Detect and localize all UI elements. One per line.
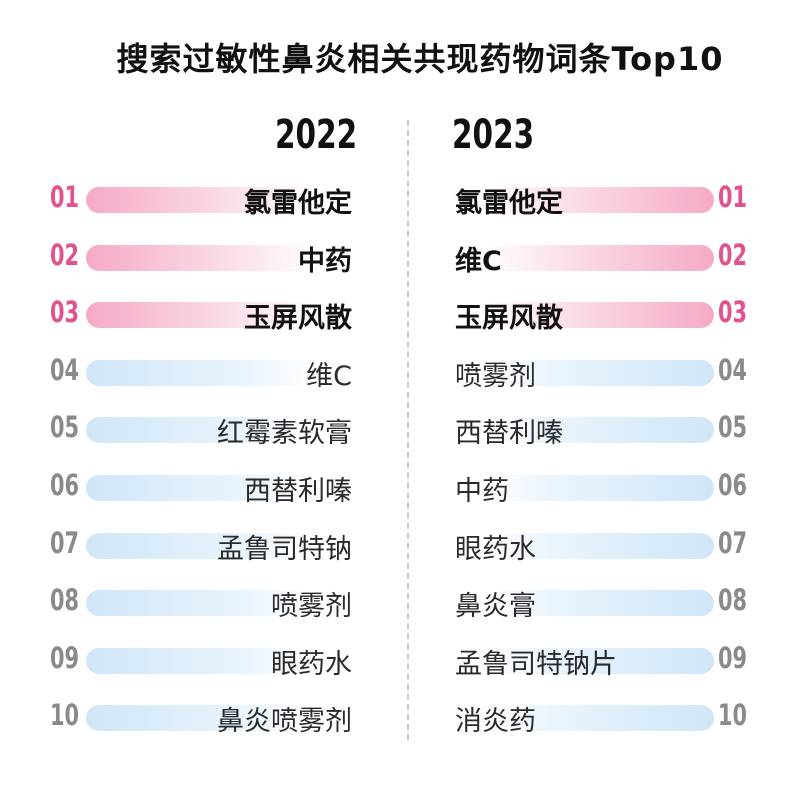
rank-bar: [484, 302, 714, 329]
ranking-list-2022: 01 氯雷他定 02 中药 03 玉屏风散 04 维C 05 红霉素软膏 06 …: [40, 170, 400, 746]
year-2022-heading: 2022: [275, 112, 358, 158]
rank-number: 07: [718, 525, 748, 560]
drug-name: 氯雷他定: [455, 188, 563, 219]
list-item: 鼻炎膏 08: [430, 573, 790, 631]
drug-name: 中药: [298, 245, 352, 277]
rank-bar: [484, 705, 714, 732]
drug-name: 眼药水: [271, 648, 352, 680]
list-item: 眼药水 07: [430, 516, 790, 574]
rank-bar: [86, 474, 316, 501]
rank-number: 06: [50, 467, 80, 502]
rank-bar: [484, 187, 714, 213]
list-item: 消炎药 10: [430, 688, 790, 746]
rank-bar: [86, 244, 316, 271]
list-item: 孟鲁司特钠片 09: [430, 631, 790, 689]
drug-name: 孟鲁司特钠: [217, 533, 352, 565]
rank-number: 01: [718, 180, 748, 214]
rank-bar: [86, 532, 316, 559]
rank-number: 05: [718, 410, 748, 445]
list-item: 10 鼻炎喷雾剂: [40, 688, 400, 746]
drug-name: 玉屏风散: [455, 303, 563, 335]
drug-name: 玉屏风散: [244, 303, 352, 335]
rank-bar: [484, 647, 714, 674]
rank-number: 08: [718, 583, 748, 618]
drug-name: 消炎药: [455, 706, 536, 738]
page-title: 搜索过敏性鼻炎相关共现药物词条Top10: [116, 40, 724, 78]
rank-bar: [86, 705, 316, 732]
rank-bar: [484, 244, 714, 271]
rank-bar: [86, 359, 316, 386]
drug-name: 眼药水: [455, 533, 536, 565]
rank-bar: [484, 359, 714, 386]
list-item: 01 氯雷他定: [40, 170, 400, 228]
rank-bar: [86, 647, 316, 674]
list-item: 氯雷他定 01: [430, 170, 790, 228]
rank-bar: [86, 590, 316, 617]
list-item: 02 中药: [40, 228, 400, 286]
rank-number: 08: [50, 583, 80, 618]
rank-bar: [86, 187, 316, 213]
drug-name: 西替利嗪: [244, 475, 352, 507]
drug-name: 中药: [455, 475, 509, 507]
rank-number: 02: [50, 237, 80, 272]
rank-number: 09: [50, 640, 80, 675]
rank-number: 07: [50, 525, 80, 560]
drug-name: 红霉素软膏: [217, 418, 352, 450]
list-item: 08 喷雾剂: [40, 573, 400, 631]
rank-bar: [484, 417, 714, 444]
drug-name: 氯雷他定: [244, 188, 352, 219]
list-item: 中药 06: [430, 458, 790, 516]
rank-number: 10: [718, 698, 748, 733]
drug-name: 维C: [455, 245, 502, 277]
rank-bar: [484, 590, 714, 617]
rank-bar: [484, 474, 714, 501]
list-item: 玉屏风散 03: [430, 285, 790, 343]
list-item: 07 孟鲁司特钠: [40, 516, 400, 574]
year-2023-heading: 2023: [452, 112, 535, 158]
rank-number: 03: [50, 295, 80, 330]
rank-number: 05: [50, 410, 80, 445]
rank-bar: [86, 417, 316, 444]
rank-bar: [484, 532, 714, 559]
list-item: 维C 02: [430, 228, 790, 286]
list-item: 05 红霉素软膏: [40, 400, 400, 458]
rank-number: 10: [50, 698, 80, 733]
ranking-list-2023: 氯雷他定 01 维C 02 玉屏风散 03 喷雾剂 04 西替利嗪 05 中药 …: [430, 170, 790, 746]
rank-number: 04: [50, 352, 80, 387]
drug-name: 鼻炎膏: [455, 591, 536, 623]
drug-name: 喷雾剂: [455, 360, 536, 392]
rank-number: 09: [718, 640, 748, 675]
drug-name: 孟鲁司特钠片: [455, 648, 617, 680]
rank-number: 01: [50, 180, 80, 214]
column-divider: [407, 120, 409, 740]
drug-name: 维C: [306, 360, 352, 392]
list-item: 06 西替利嗪: [40, 458, 400, 516]
list-item: 09 眼药水: [40, 631, 400, 689]
rank-number: 06: [718, 467, 748, 502]
list-item: 04 维C: [40, 343, 400, 401]
drug-name: 喷雾剂: [271, 591, 352, 623]
drug-name: 鼻炎喷雾剂: [217, 706, 352, 738]
list-item: 西替利嗪 05: [430, 400, 790, 458]
rank-number: 02: [718, 237, 748, 272]
list-item: 03 玉屏风散: [40, 285, 400, 343]
list-item: 喷雾剂 04: [430, 343, 790, 401]
rank-bar: [86, 302, 316, 329]
drug-name: 西替利嗪: [455, 418, 563, 450]
rank-number: 03: [718, 295, 748, 330]
rank-number: 04: [718, 352, 748, 387]
